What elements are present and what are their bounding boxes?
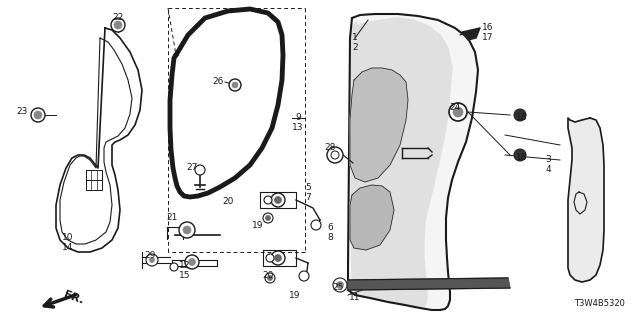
Circle shape (266, 215, 271, 220)
Text: 7: 7 (305, 194, 311, 203)
Text: 23: 23 (16, 108, 28, 116)
Circle shape (264, 196, 272, 204)
Circle shape (311, 220, 321, 230)
Text: 5: 5 (305, 183, 311, 193)
Text: 3: 3 (545, 156, 551, 164)
Text: 24: 24 (449, 103, 461, 113)
Text: 8: 8 (327, 234, 333, 243)
Circle shape (31, 108, 45, 122)
Text: 29: 29 (144, 251, 156, 260)
Circle shape (514, 109, 526, 121)
Text: 4: 4 (545, 165, 551, 174)
Text: 11: 11 (349, 293, 361, 302)
Circle shape (268, 276, 273, 281)
Polygon shape (348, 14, 478, 310)
Text: 15: 15 (179, 270, 191, 279)
Text: 18: 18 (516, 114, 528, 123)
Polygon shape (568, 118, 604, 282)
Text: 25: 25 (332, 284, 344, 292)
Circle shape (275, 196, 282, 204)
Circle shape (266, 254, 274, 262)
Circle shape (265, 273, 275, 283)
Text: 18: 18 (516, 154, 528, 163)
Circle shape (232, 82, 238, 88)
Circle shape (333, 278, 347, 292)
Text: 17: 17 (483, 34, 493, 43)
Text: 14: 14 (62, 244, 74, 252)
Circle shape (183, 226, 191, 234)
Circle shape (189, 259, 195, 266)
Circle shape (170, 263, 178, 271)
Polygon shape (350, 185, 394, 250)
Text: FR.: FR. (62, 290, 84, 306)
Circle shape (449, 103, 467, 121)
Text: 19: 19 (252, 220, 264, 229)
Circle shape (185, 255, 199, 269)
Circle shape (195, 165, 205, 175)
Text: 26: 26 (212, 77, 224, 86)
Polygon shape (350, 68, 408, 182)
Circle shape (331, 151, 339, 159)
Text: 16: 16 (483, 23, 493, 33)
Text: 22: 22 (113, 13, 124, 22)
Text: 21: 21 (166, 213, 178, 222)
Text: 6: 6 (327, 223, 333, 233)
Circle shape (271, 251, 285, 265)
Text: 28: 28 (324, 143, 336, 153)
Circle shape (179, 222, 195, 238)
Text: 27: 27 (186, 164, 198, 172)
Circle shape (263, 213, 273, 223)
Polygon shape (350, 18, 452, 308)
Text: 20: 20 (262, 270, 274, 279)
Text: 10: 10 (62, 234, 74, 243)
Circle shape (111, 18, 125, 32)
Circle shape (146, 254, 158, 266)
Circle shape (275, 254, 282, 261)
Text: 20: 20 (222, 197, 234, 206)
Polygon shape (462, 28, 480, 40)
Circle shape (271, 193, 285, 207)
Text: 12: 12 (179, 260, 191, 269)
Circle shape (514, 149, 526, 161)
Circle shape (34, 111, 42, 119)
Text: T3W4B5320: T3W4B5320 (574, 299, 625, 308)
Circle shape (150, 258, 154, 262)
Circle shape (229, 79, 241, 91)
Circle shape (299, 271, 309, 281)
Text: 9: 9 (295, 114, 301, 123)
Circle shape (337, 282, 344, 289)
Circle shape (453, 107, 463, 117)
Polygon shape (348, 278, 510, 290)
Text: 1: 1 (352, 34, 358, 43)
Circle shape (114, 21, 122, 29)
Text: 2: 2 (352, 44, 358, 52)
Circle shape (327, 147, 343, 163)
Text: 13: 13 (292, 124, 304, 132)
Text: 19: 19 (289, 291, 301, 300)
